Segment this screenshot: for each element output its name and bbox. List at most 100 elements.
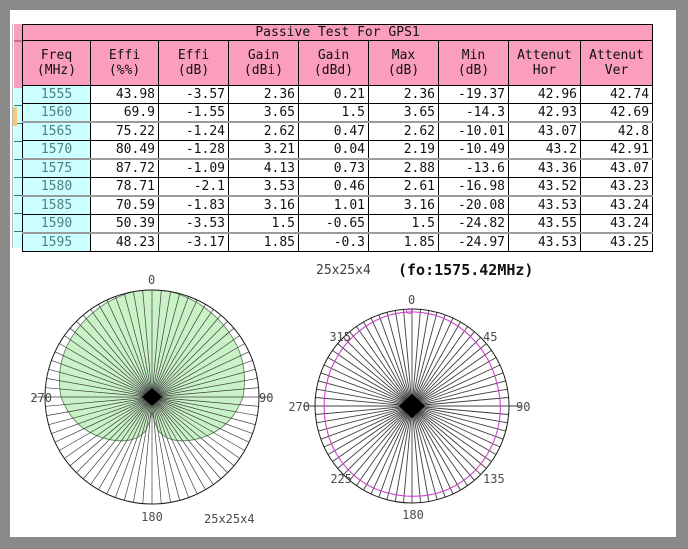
column-header: Max (dB) [368, 40, 439, 86]
value-cell: -19.37 [438, 85, 509, 104]
value-cell: 2.36 [368, 85, 439, 104]
value-cell: 0.46 [298, 177, 369, 197]
value-cell: 4.13 [228, 158, 299, 178]
column-header-row: Freq (MHz) Effi (%%) Effi (dB) Gain (dBi) Gain (d… [22, 40, 654, 86]
value-cell: 3.65 [368, 103, 439, 123]
value-cell: 1.85 [228, 232, 299, 252]
value-cell: 43.23 [579, 177, 654, 197]
value-cell: 1.5 [298, 103, 369, 123]
value-cell: 42.96 [508, 85, 581, 104]
table-row: 1565 75.22 -1.24 2.62 0.47 2.62 -10.01 43.07 42.… [22, 121, 654, 141]
table-row: 1590 50.39 -3.53 1.5 -0.65 1.5 -24.82 43.55 43.2… [22, 214, 654, 234]
value-cell: 43.24 [579, 214, 654, 234]
value-cell: -10.01 [438, 121, 509, 141]
value-cell: -16.98 [438, 177, 509, 197]
value-cell: 1.5 [368, 214, 439, 234]
freq-cell: 1585 [22, 195, 91, 215]
value-cell: 42.74 [579, 85, 654, 104]
value-cell: 0.73 [298, 158, 369, 178]
value-cell: 1.5 [228, 214, 299, 234]
report-table-body: 1555 43.98 -3.57 2.36 0.21 2.36 -19.37 42.96 42.… [22, 85, 654, 252]
value-cell: 43.52 [508, 177, 581, 197]
gutter-strip-rows [14, 88, 22, 248]
value-cell: 78.71 [90, 177, 159, 197]
freq-cell: 1570 [22, 140, 91, 160]
freq-cell: 1580 [22, 177, 91, 197]
value-cell: 43.53 [508, 232, 581, 252]
value-cell: 48.23 [90, 232, 159, 252]
column-header: Freq (MHz) [22, 40, 91, 86]
value-cell: 2.36 [228, 85, 299, 104]
value-cell: -3.53 [158, 214, 229, 234]
report-table-head: Passive Test For GPS1 Freq (MHz) Effi (%%) E… [21, 24, 654, 86]
table-row: 1560 69.9 -1.55 3.65 1.5 3.65 -14.3 42.93 42.69 [22, 103, 654, 123]
freq-cell: 1590 [22, 214, 91, 234]
value-cell: 50.39 [90, 214, 159, 234]
value-cell: 2.88 [368, 158, 439, 178]
freq-cell: 1560 [22, 103, 91, 123]
column-header: Gain (dBi) [228, 40, 299, 86]
value-cell: 43.07 [508, 121, 581, 141]
column-header: Min (dB) [438, 40, 509, 86]
cell-selection-marker [13, 107, 17, 126]
table-row: 1585 70.59 -1.83 3.16 1.01 3.16 -20.08 43.53 43.… [22, 195, 654, 215]
value-cell: 69.9 [90, 103, 159, 123]
value-cell: -1.28 [158, 140, 229, 160]
value-cell: 1.01 [298, 195, 369, 215]
value-cell: -0.65 [298, 214, 369, 234]
value-cell: -24.82 [438, 214, 509, 234]
freq-cell: 1595 [22, 232, 91, 252]
value-cell: 80.49 [90, 140, 159, 160]
table-row: 1570 80.49 -1.28 3.21 0.04 2.19 -10.49 43.2 42.9… [22, 140, 654, 160]
table-row: 1575 87.72 -1.09 4.13 0.73 2.88 -13.6 43.36 43.0… [22, 158, 654, 178]
value-cell: 3.65 [228, 103, 299, 123]
value-cell: -24.97 [438, 232, 509, 252]
freq-cell: 1575 [22, 158, 91, 178]
value-cell: 43.2 [508, 140, 581, 160]
value-cell: 42.8 [579, 121, 654, 141]
center-frequency-label: (fo:1575.42MHz) [398, 261, 534, 279]
value-cell: -3.57 [158, 85, 229, 104]
table-row: 1595 48.23 -3.17 1.85 -0.3 1.85 -24.97 43.53 43.… [22, 232, 654, 252]
column-header: Effi (%%) [90, 40, 159, 86]
value-cell: 0.04 [298, 140, 369, 160]
table-row: 1555 43.98 -3.57 2.36 0.21 2.36 -19.37 42.96 42.… [22, 85, 654, 104]
report-table: Passive Test For GPS1 Freq (MHz) Effi (%%) E… [21, 24, 654, 252]
value-cell: 2.62 [368, 121, 439, 141]
value-cell: -1.24 [158, 121, 229, 141]
value-cell: -1.09 [158, 158, 229, 178]
gutter-strip-header [14, 24, 22, 88]
value-cell: 0.21 [298, 85, 369, 104]
value-cell: 43.98 [90, 85, 159, 104]
value-cell: -0.3 [298, 232, 369, 252]
column-header: Attenut Ver [579, 40, 654, 86]
value-cell: 2.61 [368, 177, 439, 197]
table-title: Passive Test For GPS1 [21, 24, 654, 41]
table-row: 1580 78.71 -2.1 3.53 0.46 2.61 -16.98 43.52 43.2… [22, 177, 654, 197]
value-cell: 3.16 [368, 195, 439, 215]
value-cell: 3.53 [228, 177, 299, 197]
table-title-row: Passive Test For GPS1 [21, 24, 654, 41]
value-cell: -10.49 [438, 140, 509, 160]
value-cell: 75.22 [90, 121, 159, 141]
antenna-size-label: 25x25x4 [316, 263, 371, 278]
freq-cell: 1555 [22, 85, 91, 104]
freq-cell: 1565 [22, 121, 91, 141]
spreadsheet-gridline [12, 24, 13, 248]
value-cell: 2.19 [368, 140, 439, 160]
value-cell: 43.53 [508, 195, 581, 215]
value-cell: 3.21 [228, 140, 299, 160]
column-header: Gain (dBd) [298, 40, 369, 86]
value-cell: 70.59 [90, 195, 159, 215]
value-cell: 87.72 [90, 158, 159, 178]
value-cell: -1.83 [158, 195, 229, 215]
value-cell: -3.17 [158, 232, 229, 252]
value-cell: 42.91 [579, 140, 654, 160]
value-cell: -20.08 [438, 195, 509, 215]
value-cell: 42.93 [508, 103, 581, 123]
value-cell: 43.25 [579, 232, 654, 252]
value-cell: -14.3 [438, 103, 509, 123]
value-cell: -13.6 [438, 158, 509, 178]
value-cell: 43.36 [508, 158, 581, 178]
